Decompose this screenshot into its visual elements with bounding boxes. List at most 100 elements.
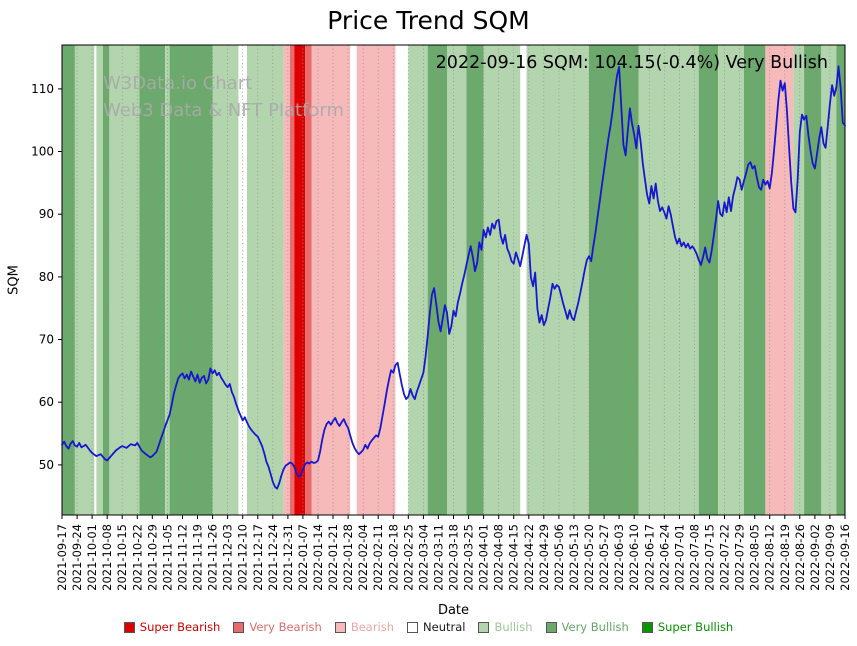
sentiment-band-very_bullish xyxy=(169,45,213,515)
y-tick-label: 110 xyxy=(31,82,54,96)
x-tick-label: 2022-02-18 xyxy=(386,524,400,591)
y-axis-label: SQM xyxy=(6,265,22,295)
sentiment-band-bullish xyxy=(821,45,837,515)
sentiment-band-very_bullish xyxy=(466,45,484,515)
sentiment-band-very_bullish xyxy=(102,45,110,515)
sentiment-band-very_bullish xyxy=(62,45,75,515)
chart-title: Price Trend SQM xyxy=(327,6,530,35)
x-tick-label: 2022-01-21 xyxy=(326,524,340,591)
x-tick-label: 2021-12-03 xyxy=(221,524,235,591)
sentiment-band-very_bullish xyxy=(804,45,822,515)
sentiment-band-bullish xyxy=(212,45,239,515)
x-tick-label: 2022-07-22 xyxy=(718,524,732,591)
y-tick-label: 70 xyxy=(39,333,54,347)
sentiment-band-bullish xyxy=(638,45,699,515)
sentiment-band-super_bearish xyxy=(294,45,306,515)
legend-swatch-very_bearish xyxy=(233,621,245,633)
legend-label-very_bullish: Very Bullish xyxy=(561,620,629,634)
x-tick-label: 2021-11-12 xyxy=(176,524,190,591)
legend-swatch-neutral xyxy=(407,621,419,633)
y-tick-label: 60 xyxy=(39,395,54,409)
x-tick-label: 2022-04-22 xyxy=(522,524,536,591)
legend-item-super_bearish: Super Bearish xyxy=(123,620,221,634)
x-tick-label: 2022-06-17 xyxy=(642,524,656,591)
x-tick-label: 2022-01-28 xyxy=(341,524,355,591)
plot-border xyxy=(61,44,846,516)
x-tick-label: 2022-02-11 xyxy=(371,524,385,591)
x-tick-label: 2022-03-18 xyxy=(447,524,461,591)
x-tick-label: 2021-11-19 xyxy=(191,524,205,591)
x-tick-label: 2022-06-24 xyxy=(657,524,671,591)
sentiment-band-bearish xyxy=(311,45,351,515)
x-tick-label: 2022-06-03 xyxy=(612,524,626,591)
x-tick-label: 2022-08-12 xyxy=(763,524,777,591)
x-tick-label: 2022-05-20 xyxy=(582,524,596,591)
sentiment-band-bullish xyxy=(793,45,805,515)
x-tick-label: 2021-10-15 xyxy=(115,524,129,591)
x-axis-label: Date xyxy=(437,603,470,618)
x-tick-label: 2021-12-24 xyxy=(266,524,280,591)
x-tick-label: 2021-12-10 xyxy=(236,524,250,591)
legend-swatch-super_bullish xyxy=(641,621,653,633)
x-tick-label: 2022-04-08 xyxy=(492,524,506,591)
legend-label-bullish: Bullish xyxy=(494,620,533,634)
legend-item-bearish: Bearish xyxy=(334,620,394,634)
x-tick-label: 2022-04-15 xyxy=(507,524,521,591)
x-tick-label: 2021-11-26 xyxy=(206,524,220,591)
sentiment-band-bullish xyxy=(247,45,284,515)
x-tick-label: 2022-02-25 xyxy=(401,524,415,591)
x-tick-label: 2022-04-01 xyxy=(477,524,491,591)
x-tick-label: 2021-11-05 xyxy=(160,524,174,591)
x-tick-label: 2022-07-01 xyxy=(672,524,686,591)
sentiment-band-very_bearish xyxy=(305,45,312,515)
sentiment-band-bearish xyxy=(356,45,396,515)
x-tick-label: 2022-08-26 xyxy=(793,524,807,591)
x-tick-label: 2022-01-07 xyxy=(296,524,310,591)
x-tick-label: 2021-12-17 xyxy=(251,524,265,591)
sentiment-band-very_bullish xyxy=(589,45,639,515)
legend-label-super_bullish: Super Bullish xyxy=(657,620,734,634)
latest-value-annotation: 2022-09-16 SQM: 104.15(-0.4%) Very Bulli… xyxy=(435,53,828,73)
x-tick-label: 2021-09-17 xyxy=(55,524,69,591)
legend-item-super_bullish: Super Bullish xyxy=(641,620,734,634)
x-tick-label: 2021-12-31 xyxy=(281,524,295,591)
legend-swatch-very_bullish xyxy=(545,621,557,633)
x-tick-label: 2022-02-04 xyxy=(356,524,370,591)
x-tick-label: 2022-03-04 xyxy=(416,524,430,591)
legend: Super Bearish Very Bearish Bearish Neutral B… xyxy=(0,620,857,634)
legend-label-neutral: Neutral xyxy=(423,620,466,634)
x-tick-label: 2021-09-24 xyxy=(70,524,84,591)
x-tick-label: 2022-03-25 xyxy=(462,524,476,591)
sentiment-band-bullish xyxy=(96,45,103,515)
sentiment-band-very_bullish xyxy=(836,45,845,515)
y-tick-label: 80 xyxy=(39,270,54,284)
x-tick-label: 2022-01-14 xyxy=(311,524,325,591)
x-tick-label: 2022-08-05 xyxy=(748,524,762,591)
price-line xyxy=(61,65,846,490)
y-tick-label: 90 xyxy=(39,207,54,221)
legend-item-very_bearish: Very Bearish xyxy=(233,620,322,634)
x-tick-label: 2021-10-29 xyxy=(145,524,159,591)
sentiment-band-bullish xyxy=(408,45,428,515)
y-tick-label: 100 xyxy=(31,145,54,159)
sentiment-band-very_bullish xyxy=(698,45,719,515)
sentiment-band-bullish xyxy=(74,45,95,515)
x-tick-label: 2022-06-10 xyxy=(627,524,641,591)
x-tick-label: 2022-09-02 xyxy=(808,524,822,591)
x-tick-label: 2022-05-13 xyxy=(567,524,581,591)
sentiment-band-bullish xyxy=(109,45,140,515)
x-tick-label: 2022-08-19 xyxy=(778,524,792,591)
x-tick-label: 2022-09-09 xyxy=(823,524,837,591)
legend-item-neutral: Neutral xyxy=(407,620,465,634)
sentiment-band-very_bearish xyxy=(290,45,295,515)
sentiment-band-bullish xyxy=(447,45,467,515)
legend-label-super_bearish: Super Bearish xyxy=(139,620,221,634)
x-tick-label: 2022-09-16 xyxy=(838,524,852,591)
legend-item-bullish: Bullish xyxy=(478,620,533,634)
x-tick-label: 2022-07-29 xyxy=(733,524,747,591)
legend-item-very_bullish: Very Bullish xyxy=(545,620,629,634)
x-tick-label: 2022-04-29 xyxy=(537,524,551,591)
x-tick-label: 2022-03-11 xyxy=(431,524,445,591)
